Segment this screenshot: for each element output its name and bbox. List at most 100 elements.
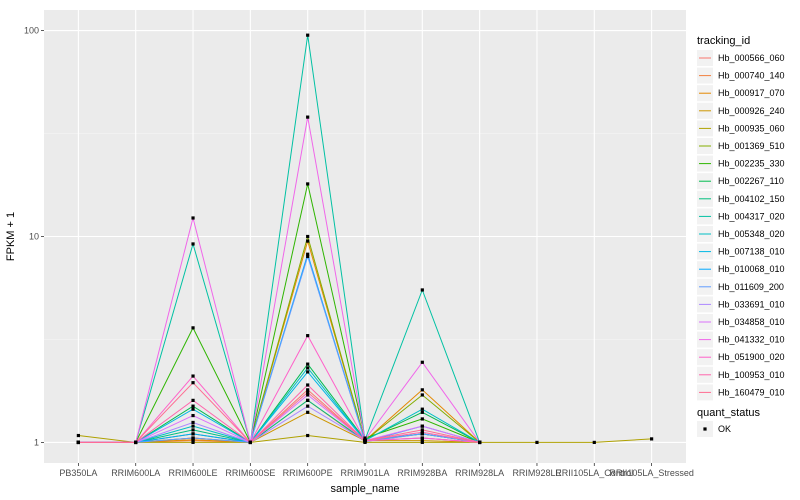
x-tick-label-rrim600pe: RRIM600PE [283,468,333,478]
data-point-hb-160479-010-rrim600se [248,440,252,445]
data-point-hb-041332-010-rrim600le [191,216,195,220]
legend-label: Hb_001369_510 [718,141,785,151]
data-point-hb-160479-010-rrim600la [134,440,138,445]
data-point-hb-002267-110-rrim600le [191,404,195,408]
data-point-hb-011609-200-rrim928ba [420,432,424,436]
shape-legend-label: OK [718,424,731,434]
data-point-hb-002235-330-rrim901la [363,436,367,440]
data-point-hb-002235-330-rrim600pe [306,182,310,186]
series-line-hb-011609-200 [78,254,480,443]
data-point-hb-005348-020-rrim600pe [306,366,310,370]
legend-item-hb-000935-060: Hb_000935_060 [697,120,785,137]
x-tick-label-rrii105la-control: RRII105LA_Control [555,468,633,478]
legend-item-hb-011609-200: Hb_011609_200 [697,278,784,295]
x-tick-label-rrim600le: RRIM600LE [169,468,218,478]
legend-label: Hb_041332_010 [718,335,785,345]
series-line-hb-002235-330 [78,183,480,444]
data-point-hb-100953-010-rrim600le [191,398,195,402]
legend-label: Hb_034858_010 [718,317,785,327]
x-axis-title: sample_name [330,483,399,495]
data-point-hb-007138-010-rrim600pe [306,370,310,374]
data-point-hb-004317-020-rrim600le [191,242,195,246]
legend: tracking_id Hb_000566_060 Hb_000740_140 Hb… [697,35,785,437]
legend-label: Hb_002235_330 [718,159,785,169]
data-points [76,33,654,445]
data-point-hb-001369-510-rrim600pe [306,234,310,239]
data-point-hb-000926-240-rrim600pe [306,410,310,414]
x-tick-label-rrim928ba: RRIM928BA [397,468,447,478]
data-point-hb-100953-010-rrim928ba [420,430,424,434]
data-point-hb-051900-020-rrim600pe [306,334,310,338]
data-point-hb-007138-010-rrim600le [191,407,195,411]
data-point-hb-004102-150-rrim600le [191,428,195,432]
series-line-hb-100953-010 [78,384,480,444]
data-point-hb-000935-060-rrii105la-stressed [650,437,654,441]
data-point-hb-000917-070-rrim928ba [420,388,424,392]
legend-label: Hb_004317_020 [718,211,785,221]
legend-item-hb-033691-010: Hb_033691_010 [697,296,785,313]
legend-items: Hb_000566_060 Hb_000740_140 Hb_000917_070 H… [697,50,785,401]
y-tick-label: 1 [34,437,39,447]
data-point-hb-034858-010-rrim600le [191,413,195,418]
data-point-hb-002235-330-rrim928ba [420,417,424,421]
data-point-hb-000917-070-rrim600pe [306,239,310,243]
legend-label: Hb_000926_240 [718,106,785,116]
data-point-hb-004317-020-rrim600pe [306,33,310,37]
legend-label: Hb_000740_140 [718,71,785,81]
legend-item-hb-160479-010: Hb_160479_010 [697,384,785,401]
y-tick-label: 100 [24,26,39,36]
legend-label: Hb_004102_150 [718,194,785,204]
legend-label: Hb_033691_010 [718,299,785,309]
legend-label: Hb_007138_010 [718,247,785,257]
data-point-hb-005348-020-rrim928ba [420,407,424,411]
legend-item-hb-004317-020: Hb_004317_020 [697,208,785,225]
data-point-hb-160479-010-rrim600pe [306,390,310,394]
legend-label: Hb_000566_060 [718,53,785,63]
data-point-hb-034858-010-rrim600pe [306,393,310,397]
legend-item-hb-000740-140: Hb_000740_140 [697,67,785,84]
legend-item-hb-002267-110: Hb_002267_110 [697,173,784,190]
series-line-hb-160479-010 [78,381,480,444]
legend-item-hb-100953-010: Hb_100953_010 [697,366,785,383]
legend-item-hb-051900-020: Hb_051900_020 [697,349,785,366]
data-point-hb-160479-010-rrim600le [191,381,195,385]
legend-label: Hb_000935_060 [718,123,785,133]
series-line-hb-005348-020 [78,367,480,443]
series-lines [78,35,652,444]
x-tick-label-rrim600la: RRIM600LA [111,468,160,478]
legend-label: Hb_100953_010 [718,370,785,380]
x-tick-label-rrim928la: RRIM928LA [455,468,504,478]
legend-item-hb-005348-020: Hb_005348_020 [697,226,785,242]
data-point-hb-000935-060-rrii105la-control [592,440,596,445]
x-tick-label-pb350la: PB350LA [59,468,97,478]
legend-title: tracking_id [697,35,750,47]
legend-item-hb-002235-330: Hb_002235_330 [697,155,785,172]
legend-label: Hb_011609_200 [718,282,784,292]
data-point-hb-051900-020-rrim600le [191,374,195,378]
series-line-hb-034858-010 [78,394,480,443]
data-point-hb-051900-020-rrim928ba [420,436,424,440]
data-point-hb-041332-010-rrim928ba [420,360,424,364]
data-point-hb-000935-060-rrim600pe [306,433,310,438]
data-point-hb-034858-010-rrim928ba [420,424,424,428]
data-point-hb-000935-060-rrim600le [191,440,195,445]
series-line-hb-051900-020 [78,334,480,444]
legend-label: Hb_160479_010 [718,387,785,397]
x-axis: PB350LA RRIM600LA RRIM600LE RRIM600SE RRIM60… [59,463,694,478]
shape-legend-title: quant_status [697,407,760,419]
data-point-hb-000935-060-pb350la [76,433,80,438]
data-point-hb-160479-010-pb350la [76,440,80,445]
data-point-hb-002267-110-rrim600pe [306,362,310,366]
data-point-hb-002267-110-rrim928ba [420,410,424,414]
legend-label: Hb_051900_020 [718,352,785,362]
data-point-hb-005348-020-rrim600le [191,424,195,428]
data-point-hb-004102-150-rrim600pe [306,398,310,402]
data-point-hb-100953-010-rrim600pe [306,383,310,387]
legend-item-hb-000566-060: Hb_000566_060 [697,50,785,66]
data-point-hb-000935-060-rrim928ba [420,440,424,445]
data-point-hb-160479-010-rrim901la [363,439,367,443]
data-point-hb-160479-010-rrim928ba [420,428,424,432]
legend-label: Hb_005348_020 [718,229,785,239]
